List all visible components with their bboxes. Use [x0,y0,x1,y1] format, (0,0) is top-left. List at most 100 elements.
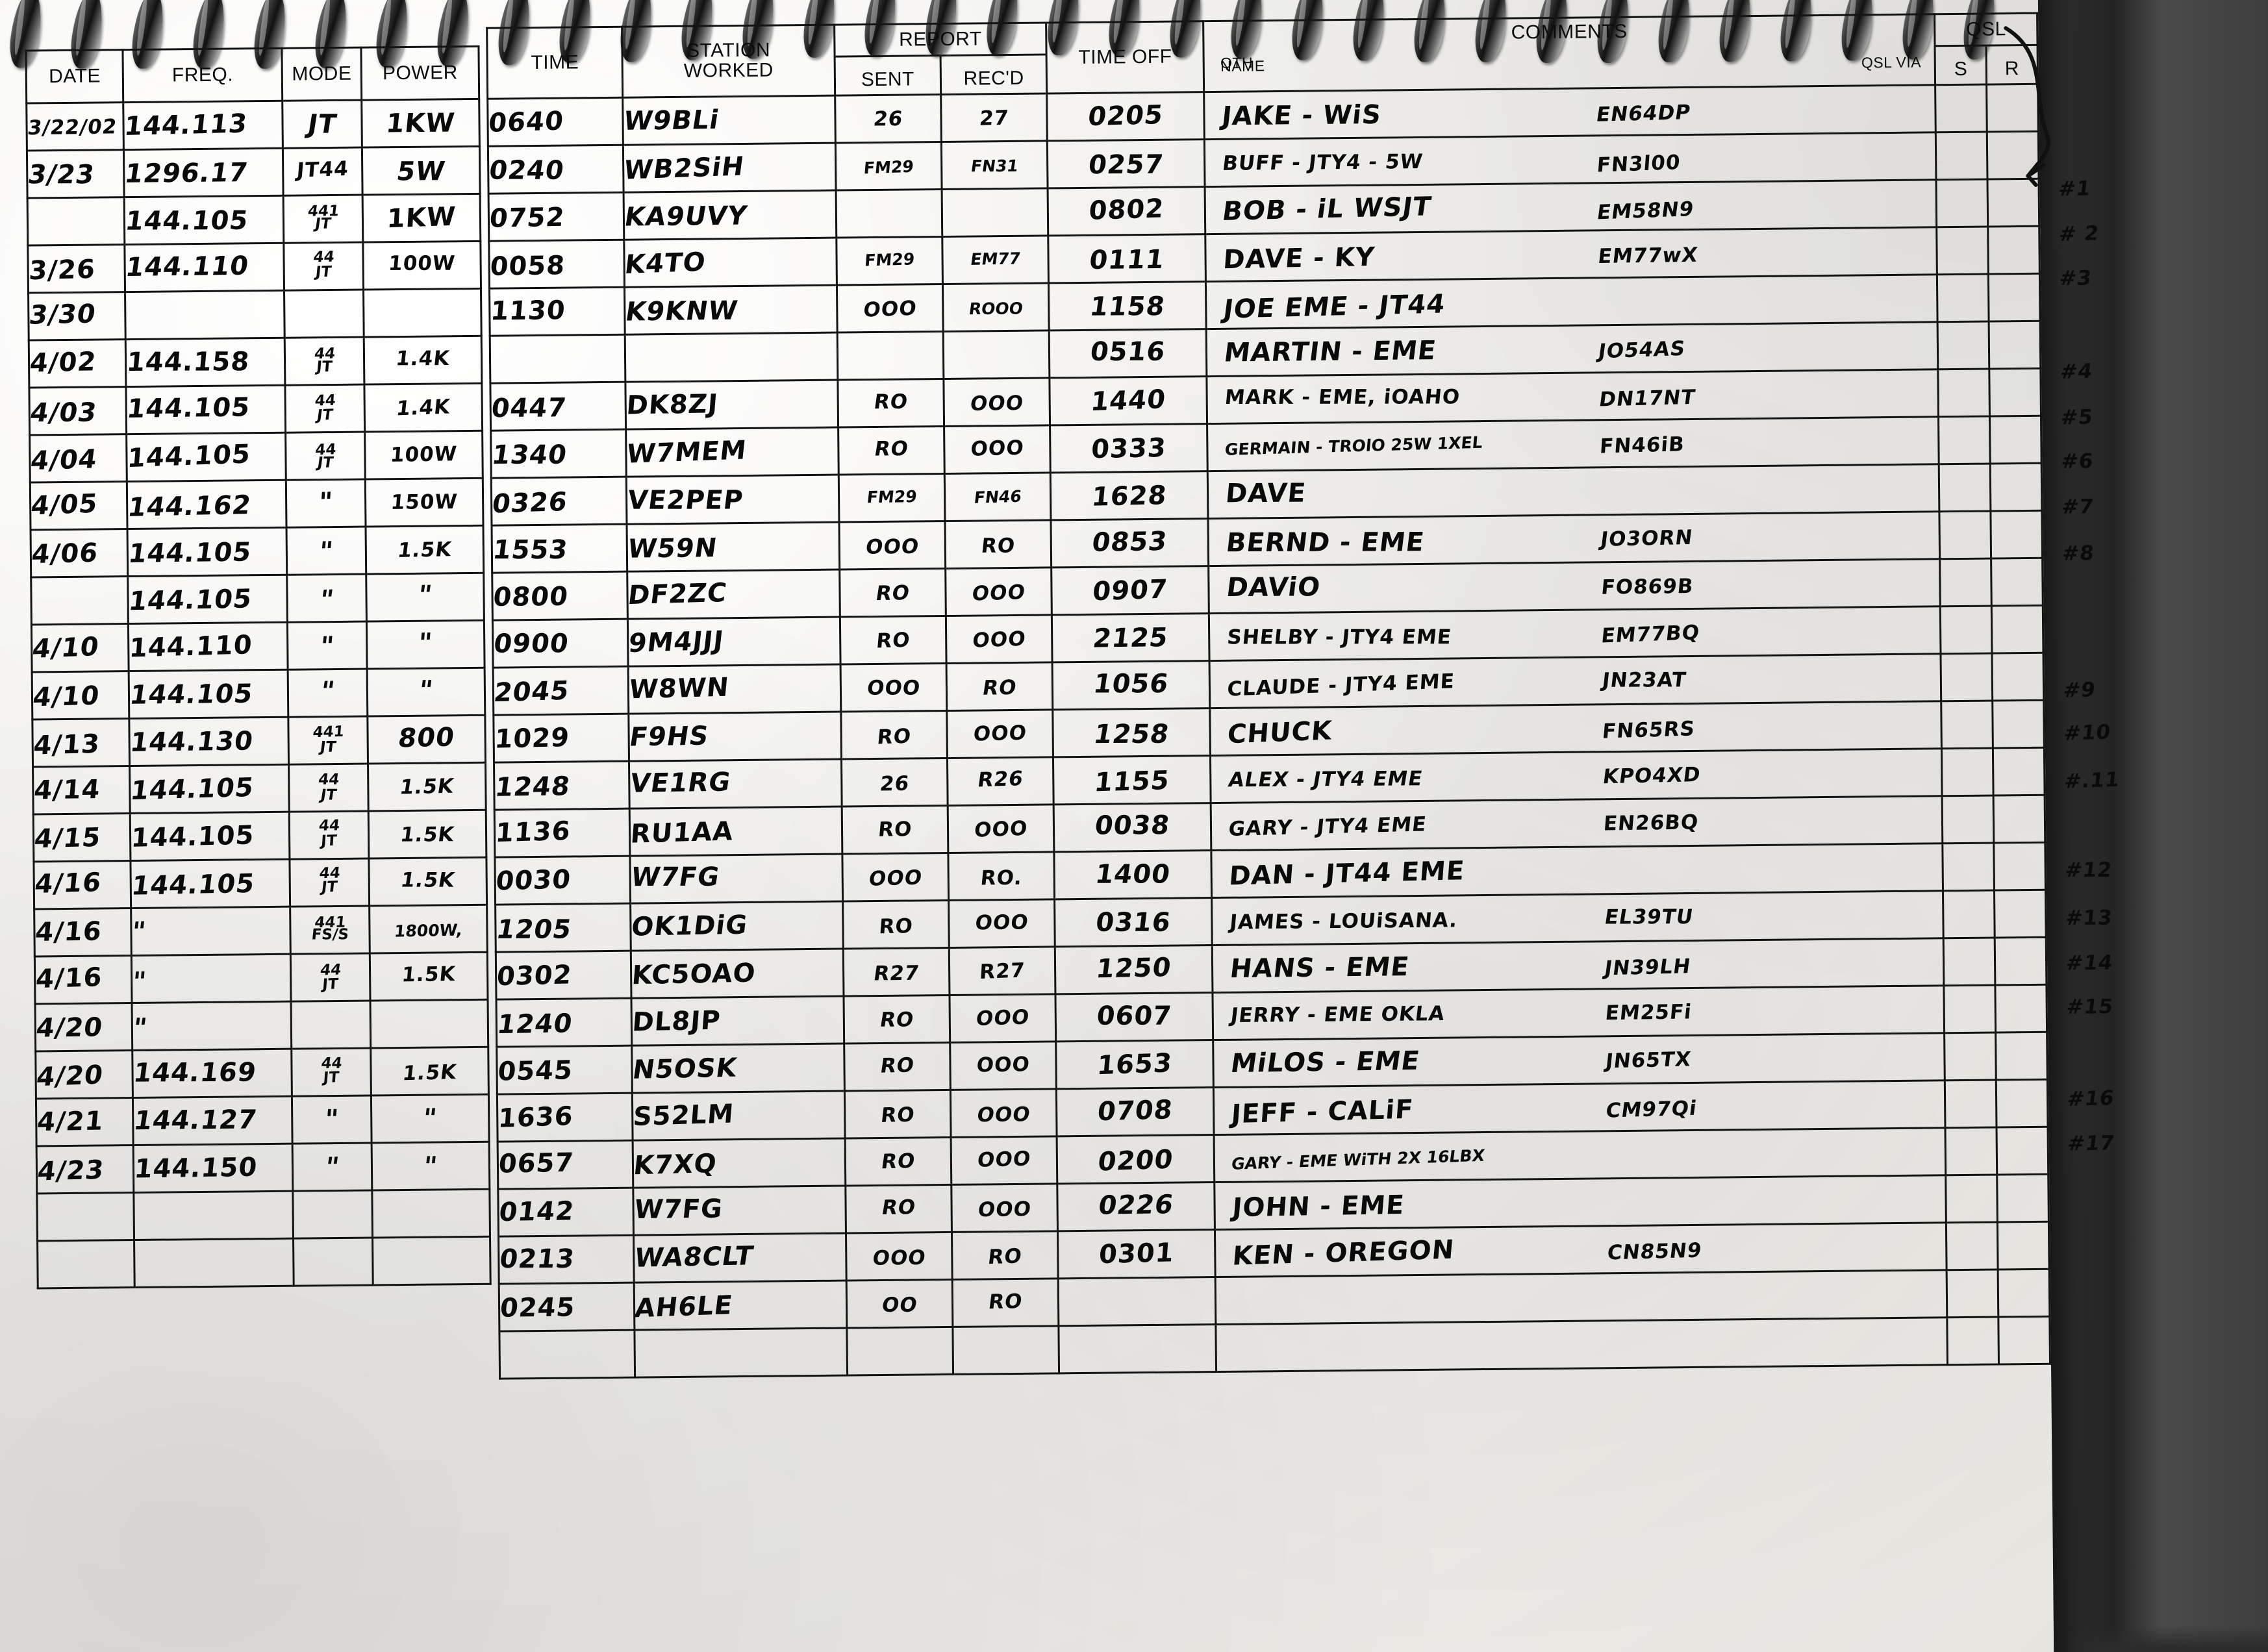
cell-qsl-sent [1940,558,1992,607]
comment-text: BOB - iL WSJT [1206,194,1572,223]
cell-station-worked: DL8JP [631,996,844,1045]
qsl-via-grid-square: EM77wX [1572,241,1936,264]
cell-qsl-recd [1992,653,2044,701]
cell-report-recd: R27 [949,947,1055,995]
left-table-row: 3/23 1296.17 JT44 5W [27,146,480,198]
header-report: REPORT SENT REC'D [834,23,1047,95]
qsl-via-grid-square: KPO4XD [1577,762,1941,786]
cell-frequency: 144.113 [123,101,283,149]
margin-note: # 2 [2043,211,2193,258]
qsl-via-grid-square [1574,488,1938,491]
cell-time: 0657 [498,1140,633,1189]
cell-report-sent: RO [840,616,946,664]
header-qsl-via: QSL VIA [1861,55,1921,70]
cell-frequency: 144.105 [126,385,285,434]
margin-note [2053,1210,2203,1257]
cell-date: 4/23 [36,1145,134,1194]
cell-comments: JAMES - LOUiSANA. EL39TU [1212,891,1944,945]
cell-station-worked: S52LM [633,1091,845,1140]
comment-text: GARY - JTY4 EME [1212,813,1578,836]
cell-date: 4/20 [35,1003,132,1051]
qsl-via-grid-square [1583,1341,1947,1344]
cell-qsl-sent [1942,748,1994,796]
cell-time: 0545 [497,1045,633,1094]
right-log-table: TIME STATION WORKED REPORT [486,12,2051,1380]
cell-time: 1205 [496,903,631,952]
margin-note: #10 [2048,710,2198,757]
cell-time [499,1330,635,1379]
cell-power: 1800W, [370,905,487,953]
cell-qsl-sent [1939,416,1991,464]
cell-time-off: 1155 [1053,756,1211,805]
cell-report-sent: OOO [839,521,946,569]
cell-mode: " [287,621,367,670]
comment-text: DAN - JT44 EME [1213,858,1578,887]
cell-report-recd: OOO [949,899,1055,948]
margin-note: #17 [2052,1120,2202,1166]
comment-text: CLAUDE - JTY4 EME [1211,671,1576,694]
header-mode: MODE [282,47,362,101]
cell-report-recd: R26 [948,757,1054,806]
cell-report-sent: OO [846,1279,953,1328]
cell-comments: JOHN - EME [1215,1175,1947,1230]
scanned-logbook-page: FiRST 1286 JT44 DATE FREQ. MODE POWER 3/… [0,0,2268,1652]
cell-frequency: " [132,954,291,1003]
cell-qsl-sent [1941,701,1993,749]
cell-time: 0058 [489,240,625,288]
cell-frequency: 144.110 [125,243,284,292]
cell-qsl-sent [1945,1032,1997,1081]
margin-note [2042,75,2192,121]
cell-frequency: 144.105 [125,195,284,244]
left-table-row: 144.105 " " [31,573,485,625]
cell-date: 4/21 [36,1098,133,1146]
cell-mode [293,1190,373,1238]
cell-time: 0302 [496,951,631,999]
left-table-row: 4/02 144.158 44 JT 1.4K [29,336,482,388]
cell-power: 100W [365,431,483,479]
cell-comments: BUFF - JTY4 - 5W FN3l00 [1205,132,1937,187]
cell-report-recd: RO [945,520,1052,569]
cell-frequency: 144.105 [131,812,290,860]
margin-note: #14 [2050,938,2200,984]
cell-mode: JT44 [283,147,362,195]
cell-report-recd: OOO [946,615,1052,664]
cell-report-sent: FM29 [837,237,943,286]
left-table-row: 4/05 144.162 " 150W [30,478,483,530]
header-report-sent: SENT [835,56,940,95]
comment-text: ALEX - JTY4 EME [1212,766,1578,789]
left-table-row [37,1189,490,1241]
cell-time: 0240 [488,145,624,194]
cell-power: " [372,1142,489,1190]
cell-station-worked: WA8CLT [634,1233,846,1283]
cell-time: 1636 [497,1093,633,1142]
cell-date: 4/14 [33,766,131,814]
cell-mode: 44 JT [292,1048,372,1096]
qsl-via-grid-square: DN17NT [1574,383,1937,407]
cell-date: 3/22/02 [27,103,124,151]
cell-report-sent [837,331,944,380]
cell-comments: GERMAIN - TROlO 25W 1XEL FN46iB [1207,417,1939,471]
comment-text: DAViO [1210,573,1576,603]
comment-text: JEFF - CALiF [1215,1095,1580,1124]
cell-date [31,577,129,625]
cell-mode: 44 JT [284,242,364,290]
cell-date: 4/02 [29,340,126,388]
cell-qsl-recd [1997,1127,2048,1175]
cell-time-off: 0853 [1051,519,1209,568]
cell-mode: 44 JT [290,953,370,1001]
margin-note [2052,1165,2202,1212]
cell-report-sent: OOO [842,853,949,901]
cell-report-sent: RO [838,379,944,427]
margin-note: #5 [2045,393,2195,440]
qsl-via-grid-square: JN23AT [1576,668,1940,691]
left-table-row: 4/14 144.105 44 JT 1.5K [33,762,486,814]
cell-report-sent: RO [842,900,949,949]
cell-mode: 44 JT [289,811,369,859]
cell-qsl-sent [1937,227,1989,275]
cell-time-off: 1653 [1056,1040,1214,1089]
cell-time: 1136 [494,808,630,857]
cell-time-off [1058,1277,1216,1326]
left-table-row: 4/16 144.105 44 JT 1.5K [34,857,487,909]
cell-qsl-sent [1936,179,1988,227]
cell-report-sent: R27 [843,947,950,996]
